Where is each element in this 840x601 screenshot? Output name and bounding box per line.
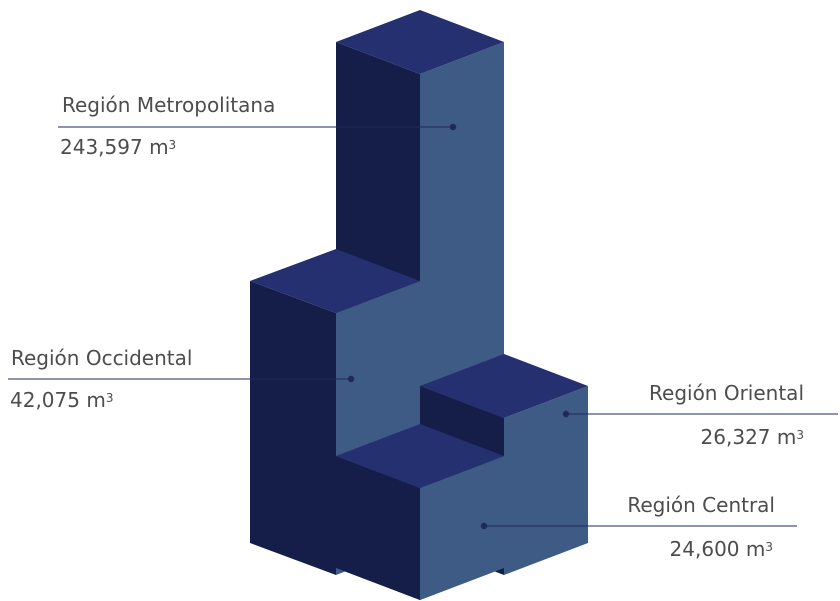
bar-occidental-left-face — [250, 281, 336, 575]
bar-central-top-face — [336, 424, 504, 488]
bar-oriental-right-face — [504, 386, 588, 575]
label-occidental: Región Occidental — [11, 346, 193, 370]
value-oriental-exponent: 3 — [796, 428, 804, 442]
value-metropolitana-text: 243,597 m — [60, 135, 169, 159]
value-occidental-text: 42,075 m — [10, 388, 106, 412]
value-central-text: 24,600 m — [669, 537, 766, 561]
leader-central — [480, 522, 797, 530]
value-central-exponent: 3 — [765, 540, 773, 554]
value-central: 24,600 m3 — [670, 537, 773, 561]
bar-occidental-top-face — [250, 249, 420, 313]
bar-central-right-face — [420, 456, 504, 600]
leader-dot-occidental — [347, 375, 355, 383]
leader-occidental — [8, 375, 355, 383]
leader-dot-central — [480, 522, 488, 530]
bar-central-left-face — [336, 456, 420, 600]
value-occidental-exponent: 3 — [105, 391, 114, 405]
leader-dot-oriental — [562, 410, 570, 418]
label-metropolitana: Región Metropolitana — [62, 93, 276, 117]
bar-central — [336, 424, 504, 600]
label-central: Región Central — [627, 493, 775, 517]
leader-oriental — [562, 410, 838, 418]
bar-metropolitana-top-face — [336, 10, 504, 74]
value-oriental-text: 26,327 m — [700, 425, 797, 449]
bar-oriental-top-face — [420, 354, 588, 418]
label-oriental: Región Oriental — [649, 381, 804, 405]
value-oriental: 26,327 m3 — [701, 425, 804, 449]
value-metropolitana: 243,597 m3 — [60, 135, 176, 159]
leader-dot-metropolitana — [449, 123, 457, 131]
value-occidental: 42,075 m3 — [10, 388, 113, 412]
value-metropolitana-exponent: 3 — [168, 138, 177, 152]
leader-metropolitana — [58, 123, 457, 131]
